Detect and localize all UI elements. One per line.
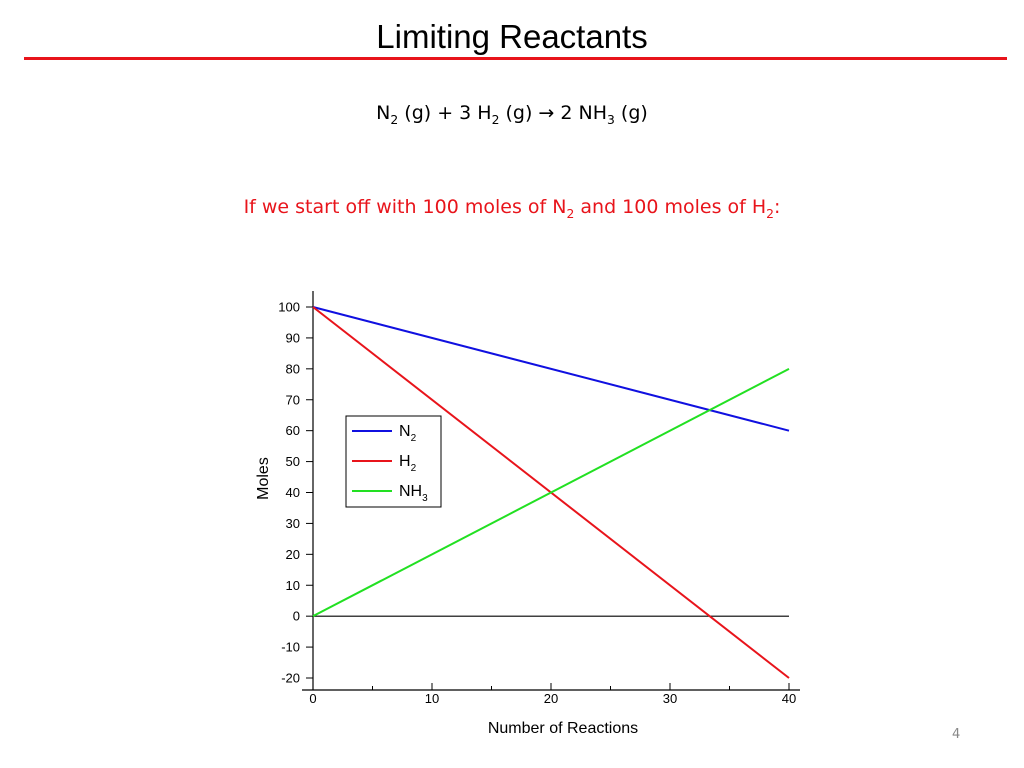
legend-label: H2: [399, 453, 417, 474]
equation-h2-subscript: 2: [491, 112, 500, 127]
legend-label-text: H: [399, 453, 411, 470]
equation-nh3-subscript: 3: [607, 112, 615, 127]
y-tick-label: -10: [281, 640, 300, 655]
title-divider: [24, 57, 1007, 60]
subtitle-text-2: and 100 moles of H: [574, 196, 767, 218]
y-tick-label: 50: [286, 454, 300, 469]
x-tick-label: 10: [425, 691, 439, 706]
series-line-n2: [312, 306, 790, 432]
equation-gas: (g): [499, 102, 539, 124]
y-tick-label: 70: [286, 392, 300, 407]
y-tick-label: 90: [286, 330, 300, 345]
y-tick-label: 20: [286, 547, 300, 562]
y-tick-label: 100: [278, 300, 300, 315]
slide-title: Limiting Reactants: [376, 18, 648, 55]
legend-label-subscript: 2: [411, 433, 417, 444]
page-number: 4: [952, 727, 961, 742]
arrow-icon: →: [538, 102, 555, 124]
x-tick-label: 40: [782, 691, 796, 706]
equation-n2: N: [376, 102, 391, 124]
subtitle-text-3: :: [774, 196, 781, 218]
y-tick-label: 0: [293, 609, 300, 624]
x-tick-label: 0: [309, 691, 316, 706]
legend-label-text: NH: [399, 483, 422, 500]
subtitle-n2-subscript: 2: [566, 206, 575, 221]
y-tick-label: 30: [286, 516, 300, 531]
subtitle-text-1: If we start off with 100 moles of N: [243, 196, 567, 218]
legend-label-subscript: 2: [411, 463, 417, 474]
legend-label-subscript: 3: [422, 493, 428, 504]
subtitle-h2-subscript: 2: [766, 206, 775, 221]
legend-label: N2: [399, 423, 417, 444]
legend-label-text: N: [399, 423, 411, 440]
y-axis-label: Moles: [255, 457, 272, 500]
x-axis-label: Number of Reactions: [488, 720, 638, 737]
equation-end: (g): [614, 102, 648, 124]
y-tick-label: -20: [281, 671, 300, 686]
equation-n2-subscript: 2: [390, 112, 399, 127]
slide-subtitle: If we start off with 100 moles of N2 and…: [0, 196, 1024, 221]
series-line-nh3: [312, 367, 790, 618]
x-tick-label: 20: [544, 691, 558, 706]
equation-h2: (g) + 3 H: [398, 102, 492, 124]
legend-label: NH3: [399, 483, 428, 504]
y-tick-label: 80: [286, 361, 300, 376]
y-tick-label: 40: [286, 485, 300, 500]
reaction-equation: N2 (g) + 3 H2 (g) → 2 NH3 (g): [0, 102, 1024, 127]
y-tick-label: 10: [286, 578, 300, 593]
y-tick-label: 60: [286, 423, 300, 438]
x-tick-label: 30: [663, 691, 677, 706]
equation-nh3: 2 NH: [554, 102, 608, 124]
